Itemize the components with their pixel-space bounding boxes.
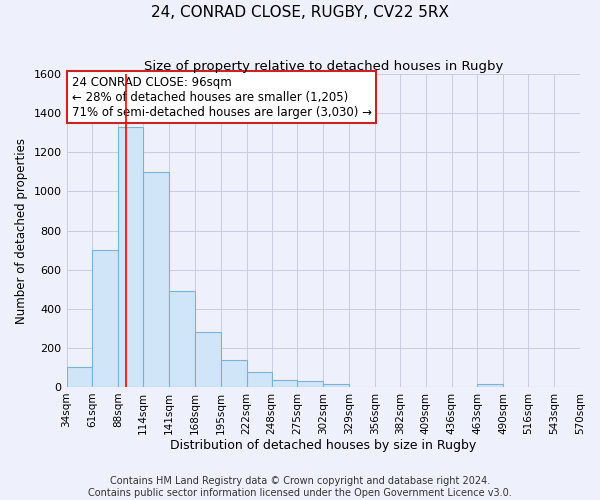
Bar [323,384,349,387]
Y-axis label: Number of detached properties: Number of detached properties [15,138,28,324]
X-axis label: Distribution of detached houses by size in Rugby: Distribution of detached houses by size … [170,440,476,452]
Bar [67,368,92,387]
Text: Contains HM Land Registry data © Crown copyright and database right 2024.
Contai: Contains HM Land Registry data © Crown c… [88,476,512,498]
Bar [247,372,272,387]
Bar [221,360,247,387]
Bar [298,381,323,387]
Bar [92,250,118,387]
Text: 24 CONRAD CLOSE: 96sqm
← 28% of detached houses are smaller (1,205)
71% of semi-: 24 CONRAD CLOSE: 96sqm ← 28% of detached… [71,76,371,118]
Bar [169,291,195,387]
Bar [195,332,221,387]
Bar [272,380,298,387]
Text: 24, CONRAD CLOSE, RUGBY, CV22 5RX: 24, CONRAD CLOSE, RUGBY, CV22 5RX [151,5,449,20]
Title: Size of property relative to detached houses in Rugby: Size of property relative to detached ho… [143,60,503,73]
Bar [478,384,503,387]
Bar [118,127,143,387]
Bar [143,172,169,387]
